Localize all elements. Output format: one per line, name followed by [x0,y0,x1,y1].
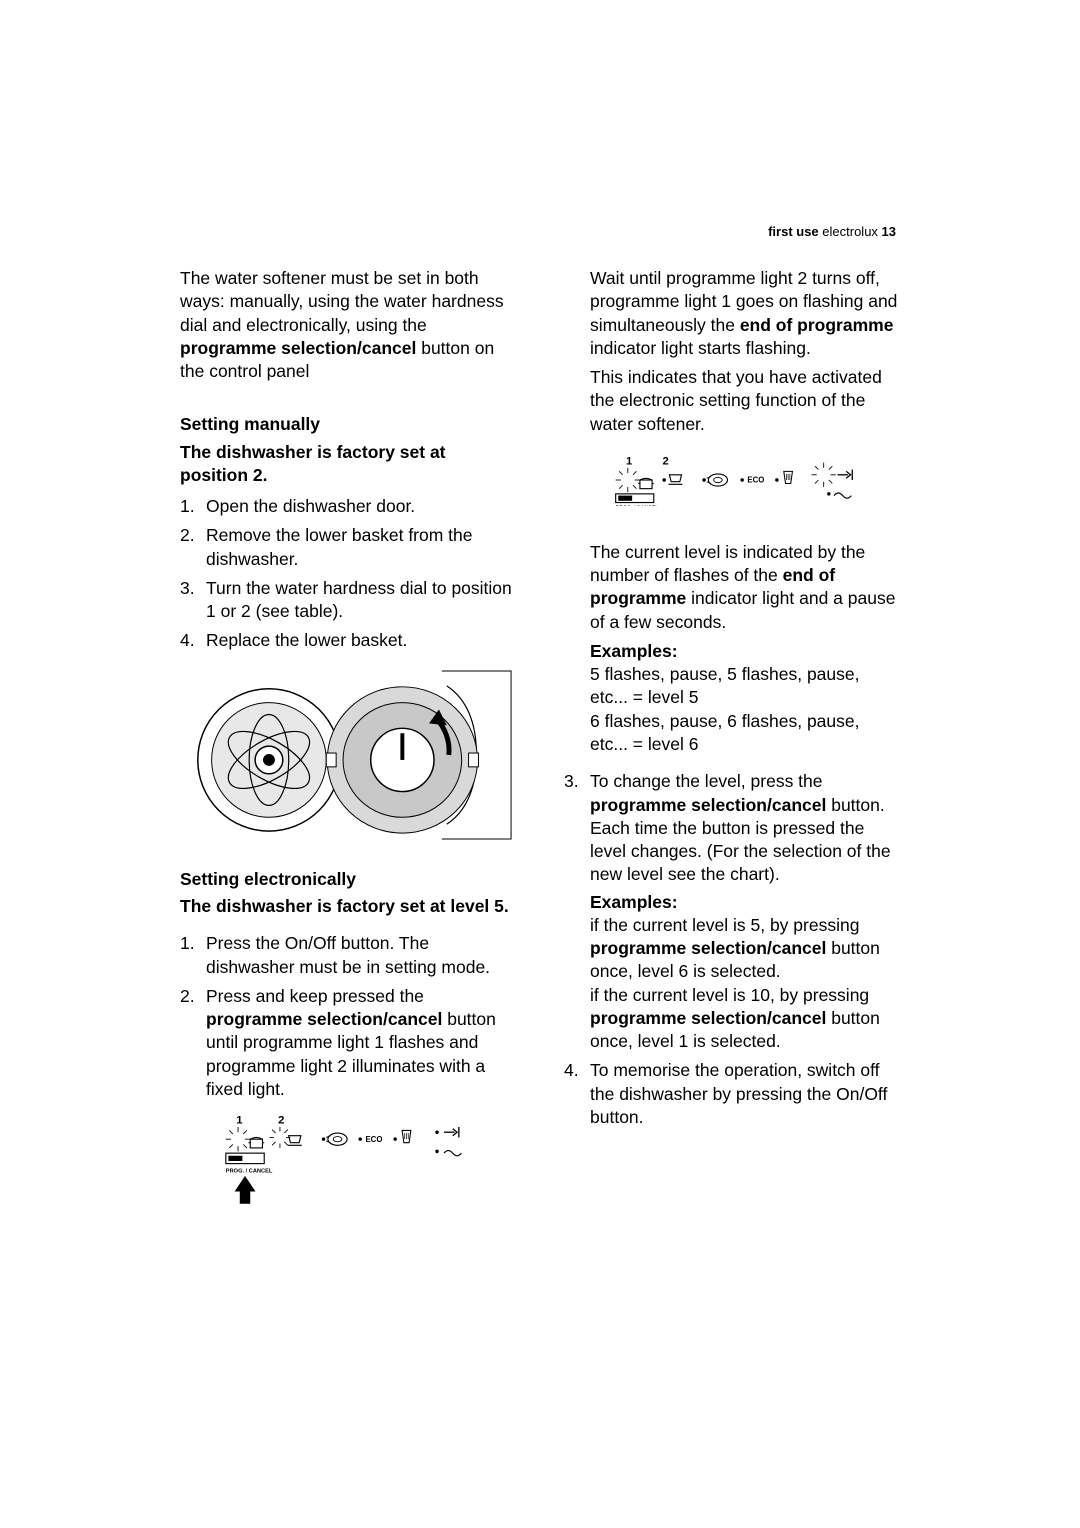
continued-steps-list: To change the level, press the programme… [564,770,900,1129]
header-page: 13 [878,224,896,239]
indicator-dot [322,1138,325,1141]
step-text-bold: programme selection/cancel [206,1009,442,1029]
step-text-pre: Press and keep pressed the [206,986,424,1006]
list-item: To memorise the operation, switch off th… [564,1059,900,1129]
two-column-layout: The water softener must be set in both w… [180,267,900,1232]
examples-label: Examples: [590,892,678,912]
indicator-dot [435,1131,438,1134]
prog-cancel-label: PROG. / CANCEL [226,1168,273,1174]
intro-text-pre: The water softener must be set in both w… [180,268,504,335]
manual-subheading: The dishwasher is factory set at positio… [180,441,516,488]
wait-paragraph: Wait until programme light 2 turns off, … [564,267,900,360]
list-item: Press the On/Off button. The dishwasher … [180,932,516,979]
end-arrow-icon [838,469,853,479]
panel-label-1: 1 [236,1115,242,1127]
indicator-dot [827,492,830,495]
example-text: 6 flashes, pause, 6 flashes, pause, etc.… [590,711,859,754]
list-item: Turn the water hardness dial to position… [180,577,516,624]
end-arrow-icon [444,1127,459,1137]
example-text-pre: if the current level is 10, by pressing [590,985,869,1005]
water-hardness-dial-illustration [180,665,516,845]
header-brand: electrolux [819,224,878,239]
pot-icon [638,478,654,488]
eco-label: ECO [747,475,764,484]
indicator-dot [702,478,705,481]
salt-icon [444,1151,461,1156]
wait-text-post: indicator light starts flashing. [590,338,811,358]
left-column: The water softener must be set in both w… [180,267,516,1232]
indicator-dot [435,1150,438,1153]
list-item: Remove the lower basket from the dishwas… [180,524,516,571]
example-text-pre: if the current level is 5, by pressing [590,915,859,935]
step-text-bold: programme selection/cancel [590,795,826,815]
manual-heading: Setting manually [180,413,516,436]
list-item: Press and keep pressed the programme sel… [180,985,516,1101]
example-text-bold: programme selection/cancel [590,938,826,958]
pot-icon [249,1138,265,1148]
indicator-dot [662,478,665,481]
page-content: first use electrolux 13 The water soften… [180,224,900,1232]
list-item: Open the dishwasher door. [180,495,516,518]
light-burst-icon [226,1127,250,1151]
indicator-dot [740,478,743,481]
plate-icon [326,1133,347,1145]
examples-block-1: Examples: 5 flashes, pause, 5 flashes, p… [564,640,900,756]
panel-label-1: 1 [626,455,632,467]
electronic-steps-list: Press the On/Off button. The dishwasher … [180,932,516,1101]
page-header: first use electrolux 13 [180,224,900,239]
example-text: 5 flashes, pause, 5 flashes, pause, etc.… [590,664,859,707]
intro-text-bold: programme selection/cancel [180,338,416,358]
light-burst-icon [616,468,640,492]
plate-icon [707,474,728,486]
control-panel-figure-1: 1 2 [180,1113,516,1214]
panel-label-2: 2 [662,455,668,467]
manual-steps-list: Open the dishwasher door. Remove the low… [180,495,516,653]
list-item: Replace the lower basket. [180,629,516,652]
light-burst-icon [812,463,836,487]
list-item: To change the level, press the programme… [564,770,900,1053]
example-text-bold: programme selection/cancel [590,1008,826,1028]
cup-icon [669,475,683,485]
eco-label: ECO [365,1135,382,1144]
electronic-heading: Setting electronically [180,868,516,891]
wait-text-bold: end of programme [740,315,894,335]
electronic-subheading: The dishwasher is factory set at level 5… [180,895,516,918]
right-column: Wait until programme light 2 turns off, … [564,267,900,1232]
examples-label: Examples: [590,641,678,661]
glass-icon [402,1131,411,1143]
glass-icon [784,471,793,483]
control-panel-illustration-2: 1 2 [574,454,900,506]
indicator-dot [358,1138,361,1141]
indicator-dot [775,478,778,481]
current-level-paragraph: The current level is indicated by the nu… [564,541,900,634]
dial-figure [180,665,516,850]
light-burst-icon [269,1127,290,1148]
header-section: first use [768,224,819,239]
wait-paragraph-2: This indicates that you have activated t… [564,366,900,436]
salt-icon [834,493,851,498]
control-panel-illustration-1: 1 2 [180,1113,516,1209]
indicator-dot [393,1138,396,1141]
step-text-pre: To change the level, press the [590,771,823,791]
prog-cancel-label: PROG. / CANCEL [616,505,659,506]
panel-label-2: 2 [278,1115,284,1127]
pointing-arrow-icon [235,1176,256,1204]
control-panel-figure-2: 1 2 [564,454,900,511]
intro-paragraph: The water softener must be set in both w… [180,267,516,383]
